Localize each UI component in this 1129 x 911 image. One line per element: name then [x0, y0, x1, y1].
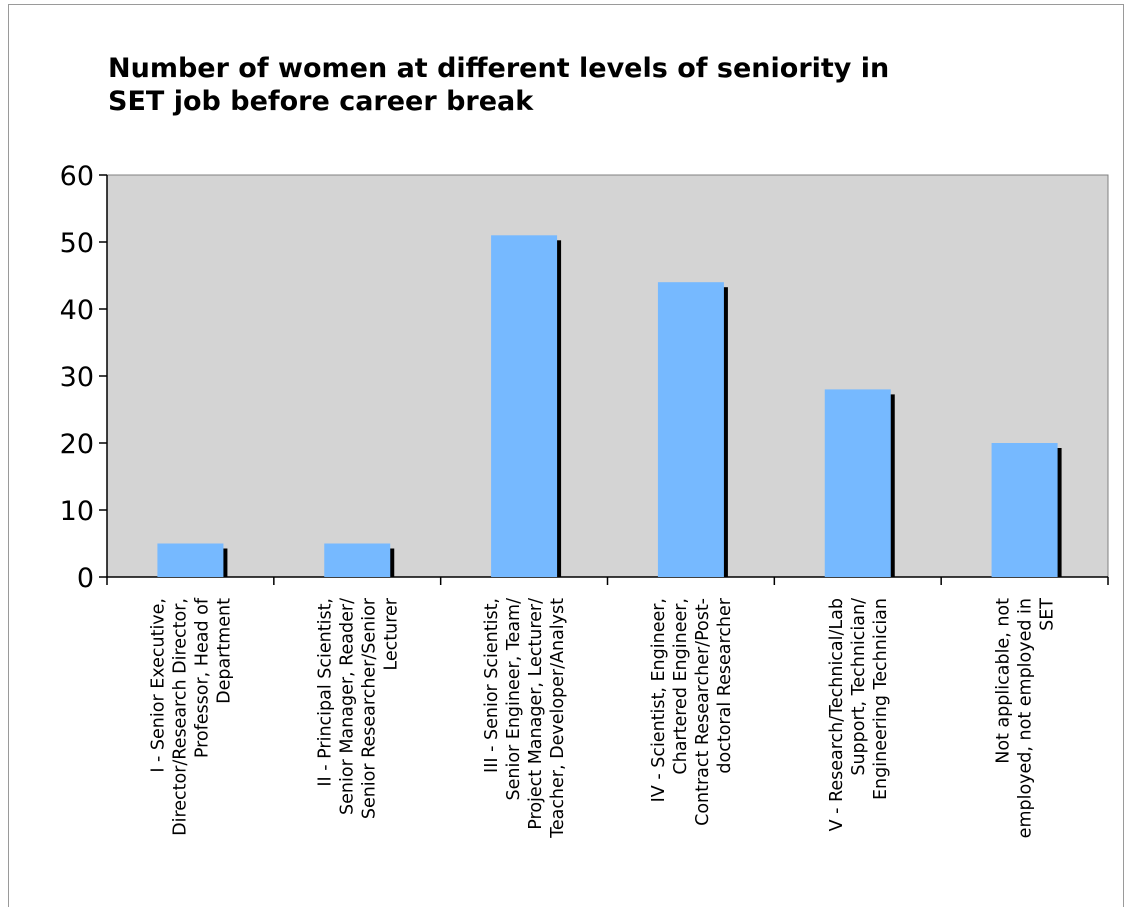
x-category-label: Not applicable, not employed, not employe… — [994, 598, 1058, 839]
bar-shadow — [556, 240, 562, 578]
bar — [991, 443, 1058, 577]
y-tick-label: 0 — [77, 563, 94, 594]
x-category-label-line: Senior Engineer, Team/ — [504, 598, 524, 801]
bar — [324, 543, 391, 577]
x-category-label: II - Principal Scientist, Senior Manager,… — [315, 597, 401, 819]
x-category-label-line: III - Senior Scientist, — [482, 598, 502, 773]
x-category-label-line: Chartered Engineer, — [671, 598, 691, 775]
bar — [157, 543, 224, 577]
y-tick-label: 50 — [60, 228, 94, 259]
x-category-label-line: Senior Researcher/Senior — [359, 597, 379, 819]
chart-title-line-2: SET job before career break — [108, 86, 534, 117]
chart-title-line-1: Number of women at different levels of s… — [108, 53, 890, 84]
x-category-label-line: employed, not employed in — [1016, 598, 1036, 838]
y-tick-label: 10 — [60, 496, 94, 527]
y-tick-label: 30 — [60, 362, 94, 393]
x-category-label: V - Research/Technical/Lab Support, Techn… — [827, 598, 891, 832]
x-category-label-line: II - Principal Scientist, — [315, 598, 335, 787]
x-category-label: IV - Scientist, Engineer, Chartered Engin… — [649, 597, 735, 826]
bar-shadow — [889, 394, 895, 577]
bar-shadow — [389, 548, 395, 577]
bar — [657, 282, 724, 577]
bar-shadow — [222, 548, 228, 577]
x-category-label-line: Teacher, Developer/Analyst — [548, 598, 568, 839]
x-category-label: III - Senior Scientist, Senior Engineer, … — [482, 598, 568, 839]
x-category-label-line: Engineering Technician — [871, 598, 891, 800]
x-category-label-line: V - Research/Technical/Lab — [827, 598, 847, 831]
x-category-label-line: Contract Researcher/Post- — [693, 598, 713, 826]
x-category-label-line: Project Manager, Lecturer/ — [526, 598, 546, 830]
bar — [824, 389, 891, 577]
x-category-label-line: Lecturer — [381, 597, 401, 670]
bar-shadow — [1056, 448, 1062, 577]
x-category-label-line: Not applicable, not — [994, 598, 1014, 764]
x-category-label-line: Department — [214, 598, 234, 704]
x-category-label-line: doctoral Researcher — [715, 597, 735, 773]
bar-shadow — [722, 287, 728, 577]
x-category-label-line: Professor, Head of — [192, 597, 212, 758]
y-tick-label: 20 — [60, 429, 94, 460]
y-tick-label: 40 — [60, 295, 94, 326]
x-category-label-line: SET — [1038, 598, 1058, 631]
plot-area — [106, 174, 1109, 578]
x-category-label-line: Director/Research Director, — [170, 598, 190, 836]
x-category-label-line: Senior Manager, Reader/ — [337, 598, 357, 815]
x-category-label: I - Senior Executive, Director/Research D… — [148, 597, 234, 836]
x-category-label-line: I - Senior Executive, — [148, 598, 168, 773]
x-category-label-line: IV - Scientist, Engineer, — [649, 598, 669, 802]
x-category-label-line: Support, Technician/ — [849, 598, 869, 776]
y-tick-label: 60 — [60, 161, 94, 192]
bar — [491, 235, 558, 578]
chart-title: Number of women at different levels of s… — [108, 52, 1008, 118]
chart-frame — [8, 4, 1124, 907]
